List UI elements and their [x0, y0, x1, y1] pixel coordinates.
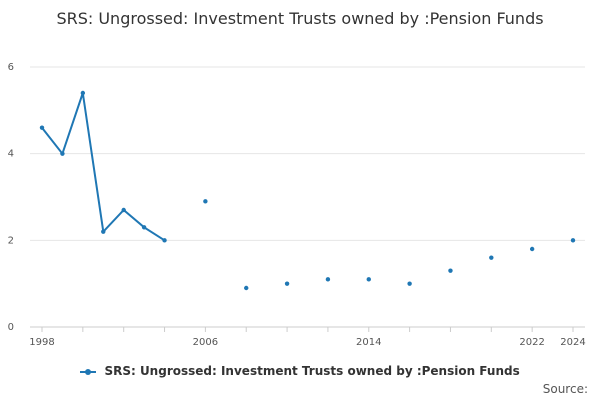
data-point[interactable]	[39, 125, 45, 130]
data-point[interactable]	[244, 285, 249, 291]
data-point[interactable]	[489, 255, 494, 260]
series-line	[41, 92, 166, 242]
data-point[interactable]	[141, 225, 147, 230]
data-point[interactable]	[162, 238, 167, 243]
x-tick-label: 2006	[193, 337, 218, 348]
data-point[interactable]	[325, 277, 331, 282]
data-point[interactable]	[570, 238, 576, 243]
data-point[interactable]	[80, 90, 86, 96]
data-point[interactable]	[60, 151, 65, 156]
x-tick-label: 2024	[560, 337, 585, 348]
data-point[interactable]	[203, 199, 208, 204]
data-point[interactable]	[101, 229, 106, 234]
y-tick-label: 6	[8, 62, 14, 73]
source-label: Source:	[542, 382, 588, 396]
x-tick-label: 1998	[29, 337, 54, 348]
gridlines	[30, 66, 585, 328]
y-tick-label: 0	[8, 322, 14, 333]
x-axis: 1998 2006 2014 2022 2024	[29, 327, 586, 348]
x-tick-label: 2014	[356, 337, 381, 348]
data-point[interactable]	[529, 246, 535, 252]
data-point[interactable]	[284, 281, 290, 286]
legend-label: SRS: Ungrossed: Investment Trusts owned …	[104, 364, 520, 378]
data-point[interactable]	[407, 281, 412, 286]
legend[interactable]: SRS: Ungrossed: Investment Trusts owned …	[0, 364, 600, 378]
series-group	[39, 90, 576, 291]
data-point[interactable]	[366, 277, 371, 282]
chart-title: SRS: Ungrossed: Investment Trusts owned …	[56, 9, 544, 28]
data-point[interactable]	[448, 268, 453, 273]
legend-swatch	[80, 368, 97, 375]
y-tick-label: 4	[8, 149, 14, 160]
y-tick-label: 2	[8, 235, 14, 246]
data-point[interactable]	[121, 207, 126, 213]
y-axis: 0 2 4 6	[8, 62, 14, 333]
x-tick-label: 2022	[519, 337, 544, 348]
